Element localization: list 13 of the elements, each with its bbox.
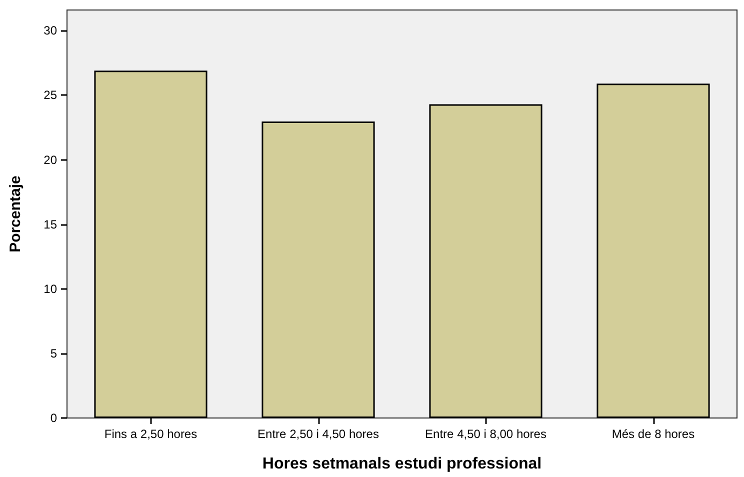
y-tick-label: 0 — [50, 411, 58, 425]
y-tick-label: 30 — [44, 24, 58, 38]
y-axis-title: Porcentaje — [7, 176, 24, 252]
x-tick-label: Fins a 2,50 hores — [104, 427, 198, 441]
y-tick-label: 15 — [44, 217, 58, 232]
y-tick-label: 5 — [50, 346, 58, 360]
y-tick-label: 10 — [44, 282, 58, 296]
y-tick-label: 25 — [44, 88, 58, 102]
x-axis-title: Hores setmanals estudi professional — [262, 456, 542, 472]
x-tick-label: Entre 2,50 i 4,50 hores — [258, 427, 379, 441]
y-tick-label: 20 — [44, 152, 58, 167]
x-tick-label: Entre 4,50 i 8,00 hores — [425, 427, 546, 441]
x-tick-label: Més de 8 hores — [612, 427, 695, 441]
